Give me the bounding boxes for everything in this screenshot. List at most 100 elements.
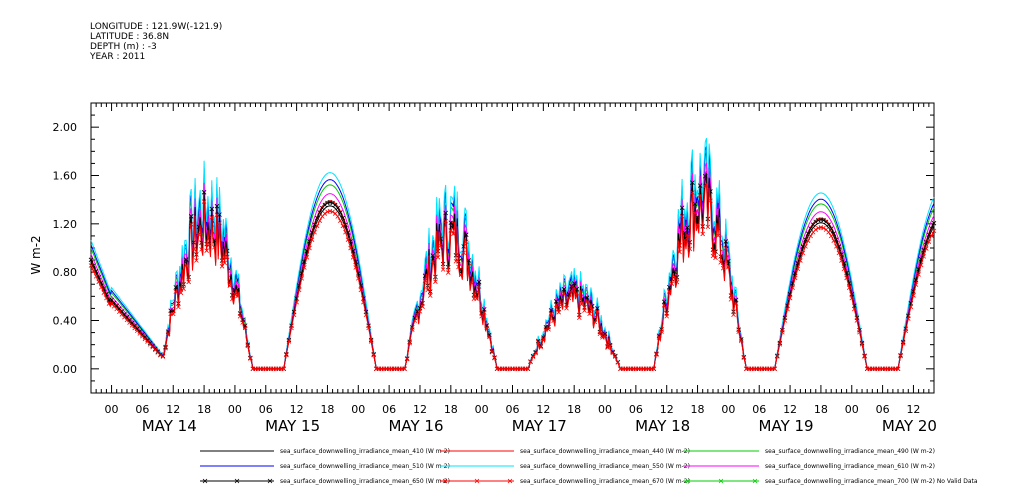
series-marker: [448, 220, 454, 226]
series-marker: [854, 318, 860, 323]
series-marker: [322, 202, 328, 208]
series-marker: [844, 275, 849, 281]
series-marker: [104, 295, 109, 301]
legend-marker: [718, 478, 724, 484]
y-axis-label: W m-2: [29, 235, 43, 274]
series-marker: [188, 222, 194, 227]
series-marker: [430, 253, 436, 258]
series-marker: [803, 237, 808, 242]
series-marker: [834, 237, 839, 242]
series-marker: [679, 213, 685, 219]
series-marker: [587, 311, 592, 317]
series-marker: [918, 262, 924, 268]
series-marker: [828, 226, 834, 231]
series-marker: [199, 247, 204, 252]
day-label: MAY 14: [142, 417, 197, 435]
series-marker: [474, 296, 479, 301]
series-marker: [209, 206, 215, 212]
x-tick-label: 06: [629, 403, 643, 416]
series-marker: [466, 258, 472, 263]
series-marker: [546, 327, 551, 332]
series-marker: [417, 309, 423, 314]
series-marker: [726, 264, 731, 270]
x-tick-label: 18: [814, 403, 828, 416]
day-label: MAY 16: [388, 417, 443, 435]
series-marker: [456, 264, 461, 270]
series-marker: [409, 327, 415, 332]
series-marker: [710, 253, 716, 259]
series-marker: [312, 222, 317, 227]
series-marker: [484, 325, 490, 331]
series-marker: [291, 312, 297, 318]
series-marker: [445, 270, 451, 275]
series-marker: [451, 231, 456, 237]
x-tick-label: 00: [721, 403, 735, 416]
legend-label-3: sea_surface_downwelling_irradiance_mean_…: [280, 463, 450, 470]
series-marker: [407, 340, 412, 346]
legend-label-0: sea_surface_downwelling_irradiance_mean_…: [280, 448, 450, 455]
series-marker: [798, 258, 803, 263]
series-marker: [363, 312, 369, 318]
series-marker: [613, 354, 618, 359]
series-marker: [672, 274, 677, 280]
series-marker: [777, 342, 783, 347]
series-marker: [733, 301, 739, 306]
series-marker: [214, 212, 220, 218]
y-tick-label: 2.00: [53, 121, 78, 134]
legend-label-4: sea_surface_downwelling_irradiance_mean_…: [520, 463, 690, 470]
series-marker: [461, 250, 466, 256]
series-marker: [343, 222, 348, 227]
series-marker: [242, 325, 248, 331]
series-marker: [453, 258, 459, 264]
legend-marker: [474, 478, 480, 484]
longitude-text: LONGITUDE : 121.9W(-121.9): [90, 22, 223, 32]
series-marker: [420, 304, 425, 309]
legend-label-8: sea_surface_downwelling_irradiance_mean_…: [765, 478, 978, 485]
legend-label-1: sea_surface_downwelling_irradiance_mean_…: [520, 448, 690, 455]
series-marker: [201, 199, 207, 204]
series-marker: [695, 222, 700, 228]
series-marker: [186, 279, 191, 285]
series-marker: [489, 349, 495, 355]
x-tick-label: 12: [413, 403, 427, 416]
series-marker: [350, 255, 356, 260]
series-marker: [181, 286, 186, 292]
series-marker: [330, 200, 335, 206]
series-marker: [813, 219, 819, 225]
series-marker: [158, 352, 163, 358]
series-marker: [165, 331, 171, 336]
series-marker: [237, 314, 243, 319]
depth-text: DEPTH (m) : -3: [90, 42, 157, 52]
x-tick-label: 12: [166, 403, 180, 416]
series-marker: [607, 344, 613, 349]
series-marker: [371, 352, 376, 358]
series-marker: [209, 215, 215, 220]
series-marker: [461, 244, 466, 249]
series-marker: [849, 295, 855, 301]
series-marker: [821, 225, 826, 231]
series-marker: [232, 291, 238, 297]
series-marker: [343, 229, 348, 235]
series-marker: [96, 279, 101, 285]
series-marker: [196, 232, 202, 237]
x-tick-label: 00: [845, 403, 859, 416]
legend-marker: [442, 478, 448, 484]
day-label: MAY 20: [882, 417, 937, 435]
series-marker: [299, 276, 305, 281]
x-tick-label: 18: [691, 403, 705, 416]
series-marker: [690, 190, 695, 195]
series-marker: [541, 336, 546, 342]
series-marker: [610, 350, 616, 356]
series-marker: [322, 211, 328, 216]
series-marker: [862, 354, 867, 359]
series-marker: [921, 254, 927, 259]
series-marker: [224, 254, 230, 260]
series-marker: [803, 244, 808, 249]
x-tick-label: 06: [752, 403, 766, 416]
series-marker: [836, 250, 842, 256]
series-marker: [682, 237, 687, 243]
series-marker: [307, 245, 312, 251]
y-tick-label: 0.00: [53, 363, 78, 376]
series-marker: [713, 255, 718, 261]
x-tick-label: 12: [290, 403, 304, 416]
